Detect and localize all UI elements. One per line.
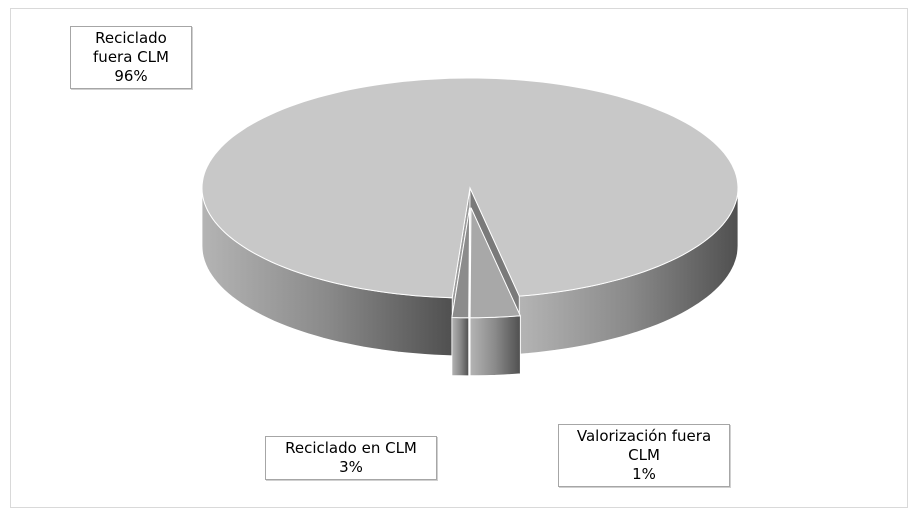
slice-side: [451, 317, 470, 377]
label-category: Reciclado en CLM: [285, 439, 417, 457]
pie-slice: [451, 207, 471, 319]
label-category: Valorización fuera CLM: [576, 427, 712, 464]
label-value: 1%: [632, 465, 656, 483]
label-category: Reciclado fuera CLM: [93, 29, 169, 66]
pie-slice: [201, 77, 739, 299]
label-value: 3%: [339, 458, 363, 476]
pie-slice: [469, 207, 522, 319]
slice-side: [469, 315, 521, 377]
data-label: Reciclado en CLM 3%: [265, 436, 437, 480]
label-value: 96%: [114, 67, 148, 85]
chart-frame: [10, 8, 908, 508]
data-label: Reciclado fuera CLM 96%: [70, 26, 192, 89]
data-label: Valorización fuera CLM 1%: [558, 424, 730, 487]
